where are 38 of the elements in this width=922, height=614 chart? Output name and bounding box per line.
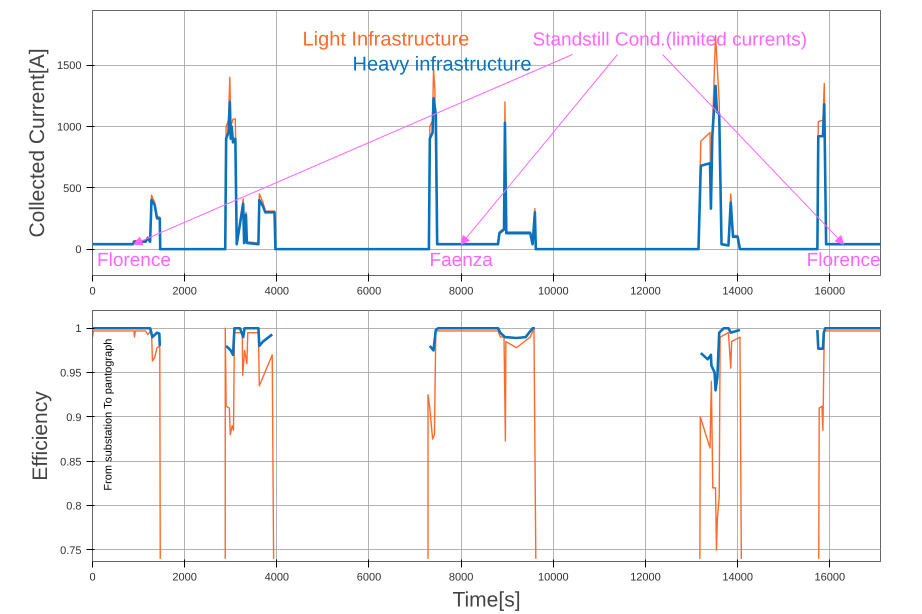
annotation: Florence <box>97 250 171 272</box>
x-tick-label: 4000 <box>264 286 290 298</box>
annotation: From substation To pantograph <box>102 338 114 491</box>
y-tick-label: 1 <box>75 323 82 336</box>
x-axis-title: Time[s] <box>452 588 521 612</box>
x-tick-label: 6000 <box>356 572 382 584</box>
x-tick-label: 14000 <box>722 572 753 584</box>
y-tick-label: 1000 <box>57 121 82 134</box>
x-tick-label: 2000 <box>172 286 197 298</box>
y-tick-label: 0.75 <box>60 544 82 557</box>
x-tick-label: 2000 <box>172 572 197 584</box>
x-tick-label: 14000 <box>722 286 753 298</box>
x-tick-label: 16000 <box>814 572 846 584</box>
y-tick-label: 0.9 <box>66 412 82 424</box>
series-label: Heavy infrastructure <box>352 54 532 76</box>
y-tick-label: 1500 <box>57 60 82 72</box>
x-tick-label: 16000 <box>814 286 846 298</box>
x-tick-label: 6000 <box>356 286 382 298</box>
line-series <box>92 84 880 250</box>
x-tick-label: 8000 <box>448 572 474 584</box>
y-tick-label: 0.8 <box>66 500 82 513</box>
y-axis-title: Collected Current[A] <box>26 48 50 238</box>
y-tick-label: 0 <box>75 244 82 256</box>
x-tick-label: 10000 <box>538 572 569 584</box>
x-tick-label: 0 <box>89 572 96 584</box>
x-tick-label: 12000 <box>630 572 661 584</box>
x-tick-label: 4000 <box>264 572 290 584</box>
y-axis-title: Efficiency <box>29 390 52 481</box>
x-tick-label: 0 <box>89 286 96 298</box>
annotation: Faenza <box>429 250 494 272</box>
y-tick-label: 0.95 <box>60 368 82 380</box>
x-tick-label: 8000 <box>448 286 474 298</box>
x-tick-label: 10000 <box>538 286 569 298</box>
text: Light Infrastructure <box>302 28 470 50</box>
x-tick-label: 12000 <box>630 286 661 298</box>
annotation: Florence <box>806 250 881 272</box>
y-tick-label: 500 <box>63 182 82 195</box>
y-tick-label: 0.85 <box>60 456 82 468</box>
